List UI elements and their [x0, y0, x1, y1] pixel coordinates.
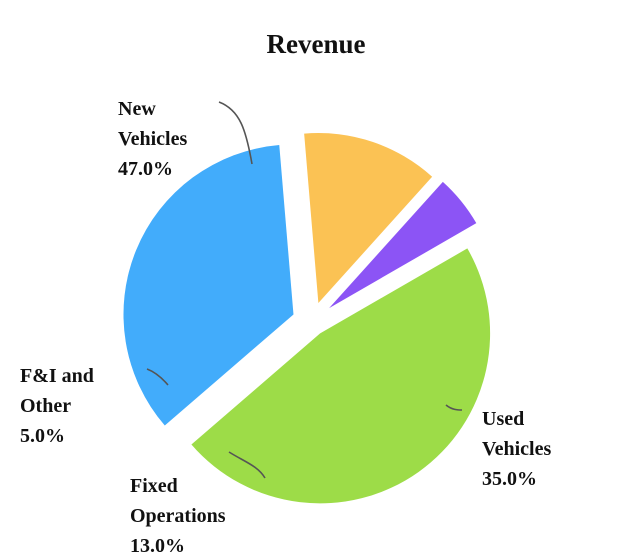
slice-label-line: F&I and: [20, 365, 94, 387]
slice-label-line: 13.0%: [130, 535, 185, 557]
pie-slice-fixed-operations: [304, 133, 433, 304]
leader-line: [228, 451, 266, 479]
leader-lines: [146, 101, 463, 479]
leader-line: [445, 404, 463, 411]
slice-label: Fixed Operations 13.0%: [130, 475, 226, 557]
chart-title: Revenue: [267, 29, 366, 59]
slice-label: New Vehicles 47.0%: [118, 98, 187, 180]
slice-label-line: Other: [20, 395, 71, 417]
slice-label-line: Vehicles: [482, 438, 551, 460]
slice-labels: New Vehicles 47.0% Used Vehicles 35.0% Fixed Op…: [20, 98, 551, 557]
slice-label-line: 47.0%: [118, 158, 173, 180]
slice-label-line: Fixed: [130, 475, 178, 497]
slice-label: F&I and Other 5.0%: [20, 365, 94, 447]
pie-slice-new-vehicles: [191, 248, 491, 504]
slice-label-line: Operations: [130, 505, 226, 527]
slice-label-line: 5.0%: [20, 425, 65, 447]
pie-slice-f-i-and-other: [329, 181, 477, 309]
slice-label-line: Vehicles: [118, 128, 187, 150]
slice-label: Used Vehicles 35.0%: [482, 408, 551, 490]
slice-label-line: Used: [482, 408, 524, 430]
leader-line: [146, 368, 169, 386]
slice-label-line: 35.0%: [482, 468, 537, 490]
leader-line: [218, 101, 253, 165]
slice-label-line: New: [118, 98, 156, 120]
pie-slices: [123, 133, 491, 504]
pie-slice-used-vehicles: [123, 145, 294, 426]
